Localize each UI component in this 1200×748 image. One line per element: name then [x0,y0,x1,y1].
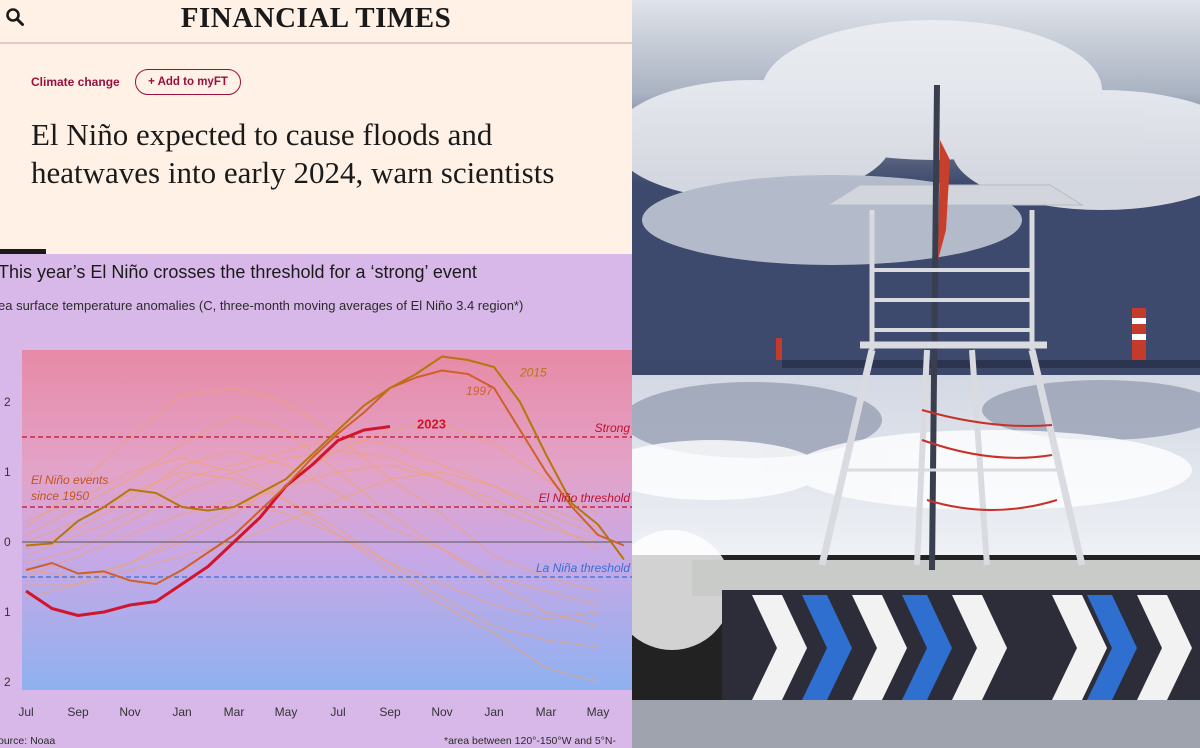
x-tick-label: Jul [330,705,345,719]
chart-subtitle: ea surface temperature anomalies (C, thr… [0,298,524,313]
series-line-2015 [25,355,625,561]
seawall [632,560,1200,748]
x-tick-label: May [587,705,610,719]
historical-series-line [25,471,599,648]
el-nino-line-chart: Strong El Niño threshold La Niña threshold… [4,350,632,719]
masthead: FINANCIAL TIMES [0,0,632,44]
historical-series-line [25,436,599,557]
series-label-2023: 2023 [417,417,446,432]
x-tick-label: Jul [18,705,33,719]
threshold-label: Strong [595,421,631,435]
series-label-2015: 2015 [519,366,547,380]
historical-series-line [26,471,599,585]
plot-background [22,350,632,690]
article-headline: El Niño expected to cause floods and hea… [31,117,555,190]
chart-footnote: *area between 120°-150°W and 5°N- [444,735,616,747]
y-tick-label: 2 [4,675,11,689]
x-tick-label: Mar [536,705,557,719]
y-tick-label: 1 [4,605,11,619]
annotation-el-nino-events-line2: since 1950 [31,489,89,503]
threshold-label: La Niña threshold [536,561,630,575]
storm-photo [632,0,1200,748]
x-tick-label: Nov [431,705,452,719]
add-to-myft-button[interactable]: + Add to myFT [135,69,241,95]
series-label-1997: 1997 [466,384,494,398]
x-tick-label: Sep [67,705,89,719]
section-rule [0,249,46,254]
y-tick-label: 1 [4,465,11,479]
search-icon[interactable] [4,6,26,28]
chart-source: ource: Noaa [0,735,56,747]
x-tick-label: Sep [379,705,401,719]
historical-series-line [25,387,599,592]
ft-article-panel: FINANCIAL TIMES Climate change + Add to … [0,0,632,748]
chart-title: This year’s El Niño crosses the threshol… [0,262,477,282]
x-tick-label: May [275,705,298,719]
warning-tape [921,409,1058,511]
series-line-2023 [25,425,391,617]
historical-el-nino-lines [25,387,599,683]
storm-clouds [632,20,1200,265]
historical-series-line [25,499,599,620]
annotation-el-nino-events: El Niño events [31,473,108,487]
historical-series-line [25,464,599,578]
lighthouse [776,308,1146,360]
historical-series-line [25,457,599,683]
distant-pier [782,360,1200,368]
series-line-1997 [25,369,625,585]
x-tick-label: Jan [484,705,503,719]
x-tick-label: Nov [119,705,140,719]
red-flag [938,140,950,260]
y-tick-label: 0 [4,535,11,549]
topic-link[interactable]: Climate change [31,75,120,89]
publication-title[interactable]: FINANCIAL TIMES [180,2,452,34]
threshold-label: El Niño threshold [539,491,631,505]
historical-series-line [25,415,599,627]
x-tick-label: Jan [172,705,191,719]
y-tick-label: 2 [4,395,11,409]
lifeguard-tower [818,84,1086,571]
x-tick-label: Mar [224,705,245,719]
